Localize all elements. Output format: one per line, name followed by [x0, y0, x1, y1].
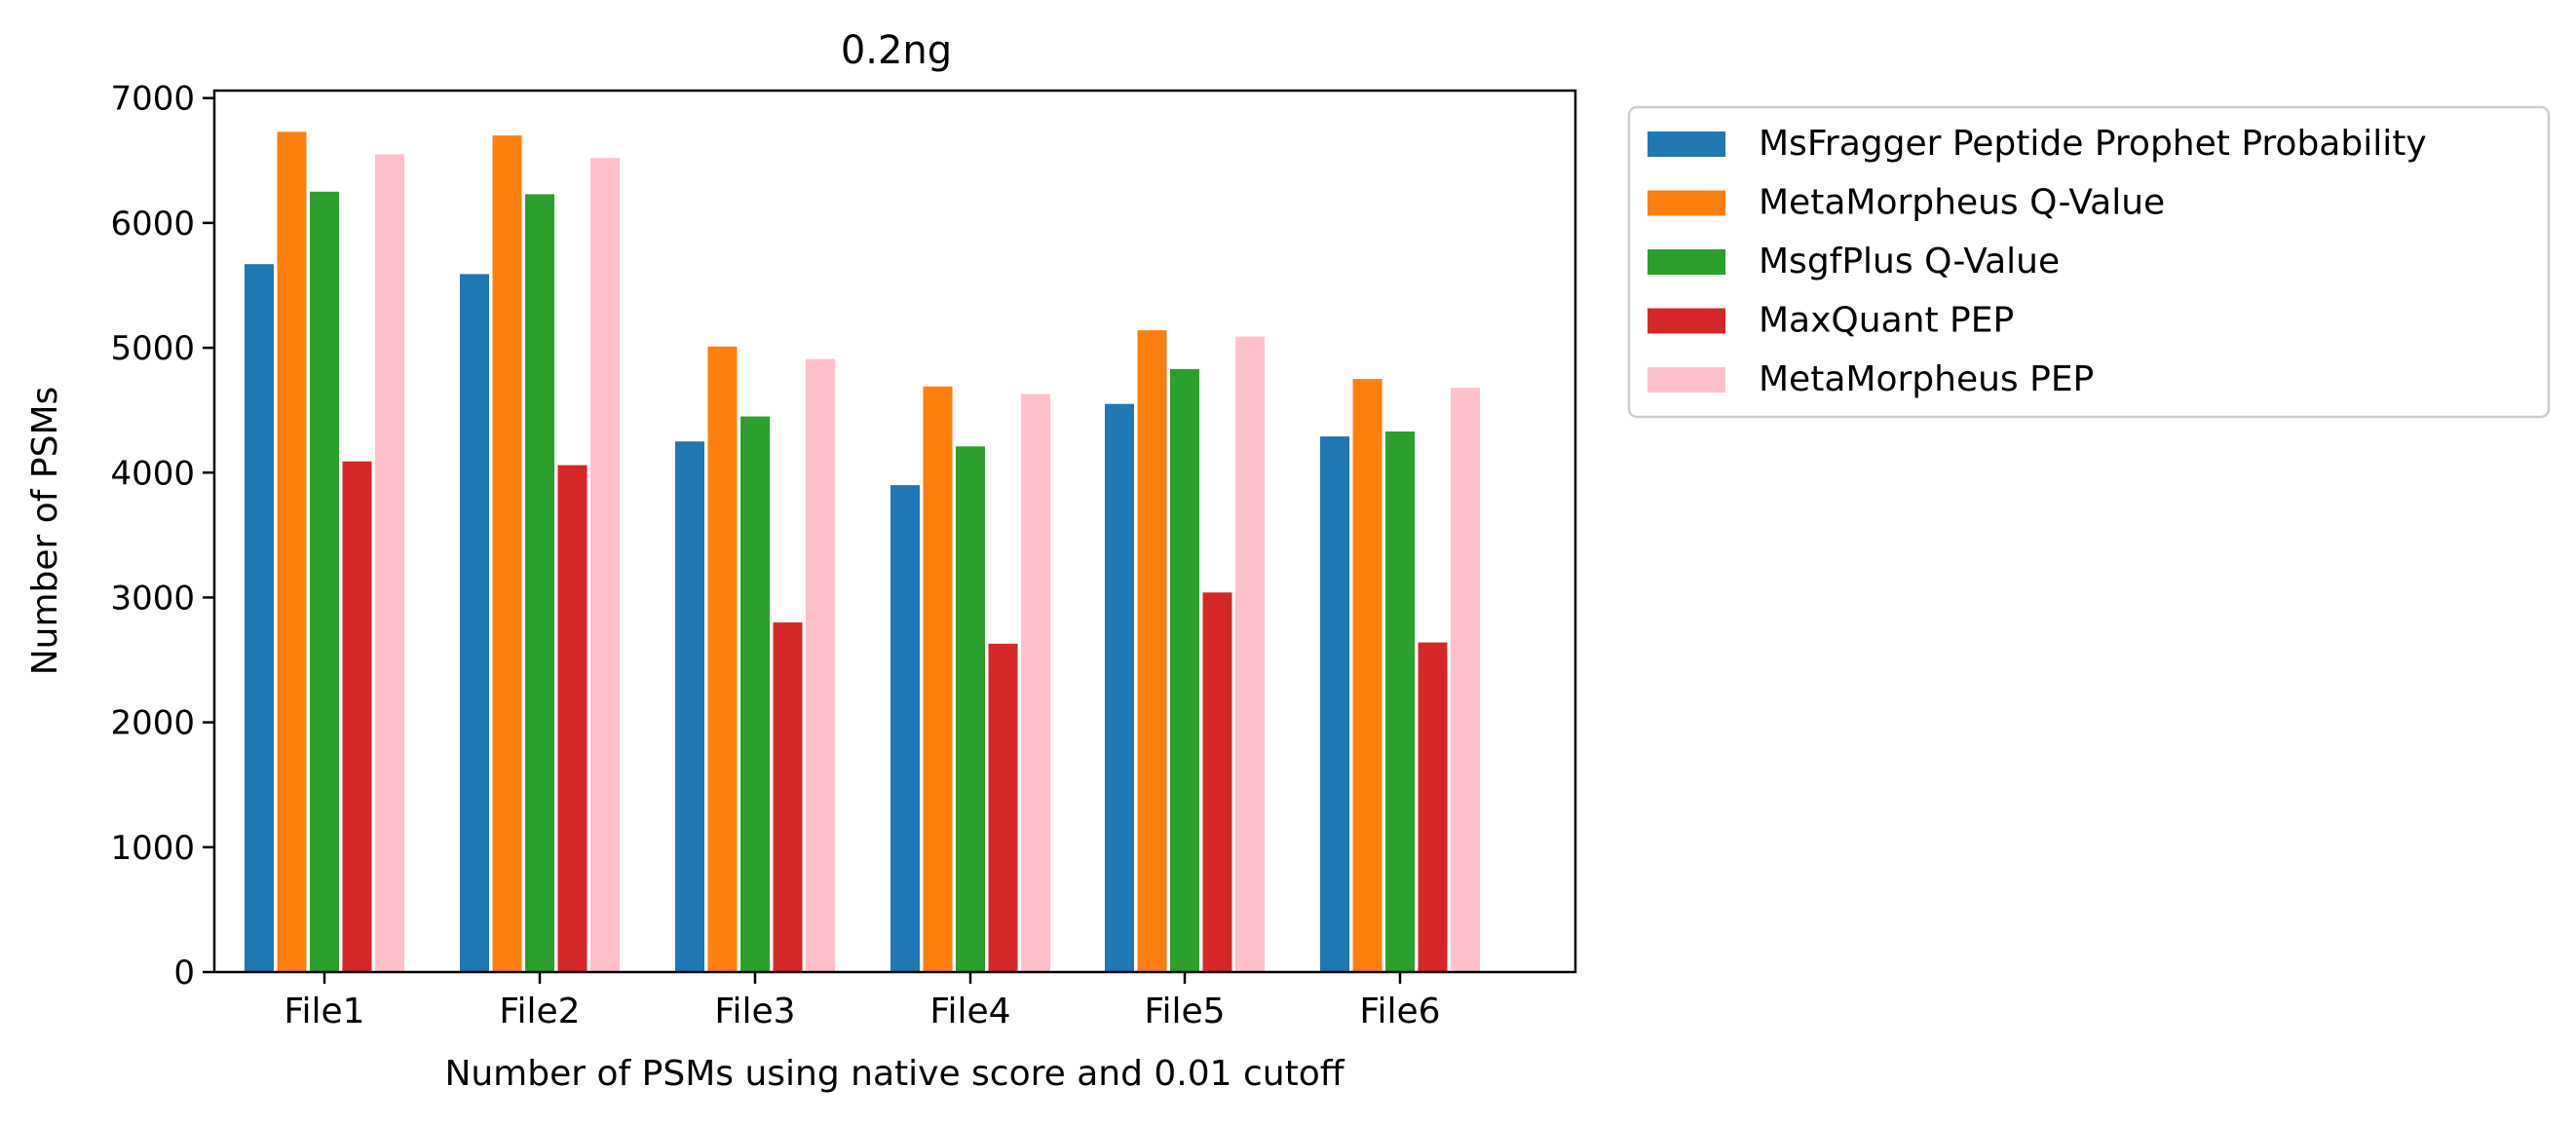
bar-file4-series-4: [988, 643, 1018, 972]
bar-file4-series-1: [890, 485, 920, 972]
bar-file3-series-2: [707, 346, 738, 972]
legend-items: MsFragger Peptide Prophet Probability Met…: [1648, 124, 2427, 399]
x-axis-label: Number of PSMs using native score and 0.…: [444, 1054, 1345, 1094]
legend-frame: [1627, 105, 2551, 419]
legend-label: MaxQuant PEP: [1759, 301, 2014, 341]
bar-file3-series-5: [806, 358, 835, 973]
bar-file5-series-4: [1202, 592, 1232, 972]
bar-file6-series-5: [1451, 388, 1480, 973]
bar-file1-series-2: [277, 131, 307, 973]
x-axis: File1 File2 File3 File4 File5 File6: [284, 972, 1441, 1031]
y-axis-label: Number of PSMs: [25, 387, 65, 676]
bar-file5-series-1: [1105, 403, 1134, 972]
legend-swatch: [1648, 367, 1725, 393]
y-tick-label: 6000: [110, 205, 195, 244]
bar-file6-series-1: [1320, 436, 1349, 973]
chart-title: 0.2ng: [841, 28, 952, 73]
bar-file1-series-4: [342, 461, 372, 972]
x-tick-label: File6: [1359, 992, 1440, 1031]
bar-file3-series-1: [675, 441, 704, 972]
bar-file5-series-5: [1235, 336, 1265, 972]
x-tick-label: File5: [1144, 992, 1225, 1031]
legend-label: MetaMorpheus Q-Value: [1759, 183, 2165, 223]
legend-swatch: [1648, 249, 1725, 275]
legend-swatch: [1648, 131, 1725, 157]
bar-file1-series-1: [245, 264, 274, 972]
bar-file2-series-4: [557, 465, 587, 973]
legend: MsFragger Peptide Prophet Probability Met…: [1627, 105, 2551, 419]
x-tick-label: File2: [499, 992, 580, 1031]
legend-label: MsgfPlus Q-Value: [1759, 242, 2060, 281]
bar-file6-series-4: [1418, 642, 1448, 972]
bar-file2-series-1: [460, 274, 489, 972]
bar-file3-series-3: [740, 416, 770, 973]
bar-file5-series-2: [1137, 330, 1167, 973]
y-tick-label: 1000: [110, 829, 195, 868]
y-tick-label: 7000: [110, 80, 195, 119]
legend-label: MetaMorpheus PEP: [1759, 359, 2094, 399]
plot-area-frame: [212, 89, 1577, 974]
bars-layer: [245, 131, 1480, 973]
legend-swatch: [1648, 308, 1725, 334]
bar-file6-series-3: [1385, 431, 1415, 972]
bar-file6-series-2: [1352, 379, 1383, 973]
x-tick-label: File4: [929, 992, 1010, 1031]
series-4: [342, 461, 1448, 973]
series-1: [245, 264, 1349, 973]
y-tick-label: 5000: [110, 329, 195, 368]
x-tick-label: File1: [284, 992, 364, 1031]
x-tick-label: File3: [714, 992, 795, 1031]
y-tick-label: 3000: [110, 579, 195, 618]
bar-file1-series-5: [375, 154, 404, 972]
bar-file2-series-2: [492, 135, 522, 973]
bar-file4-series-2: [923, 386, 953, 972]
y-tick-label: 2000: [110, 704, 195, 743]
bar-file4-series-3: [956, 446, 985, 972]
legend-swatch: [1648, 190, 1725, 216]
bar-file1-series-3: [310, 191, 339, 973]
series-2: [277, 131, 1383, 973]
bar-file2-series-5: [590, 158, 620, 972]
y-axis: 0 1000 2000 3000 4000 5000 6000 7000: [110, 80, 214, 993]
bar-file2-series-3: [525, 194, 554, 972]
bar-file5-series-3: [1170, 368, 1199, 972]
y-tick-label: 0: [173, 954, 195, 993]
y-tick-label: 4000: [110, 454, 195, 493]
bar-file3-series-4: [773, 622, 803, 972]
bar-file4-series-5: [1021, 393, 1050, 972]
legend-label: MsFragger Peptide Prophet Probability: [1759, 124, 2427, 164]
series-5: [375, 154, 1480, 973]
series-3: [310, 191, 1415, 973]
